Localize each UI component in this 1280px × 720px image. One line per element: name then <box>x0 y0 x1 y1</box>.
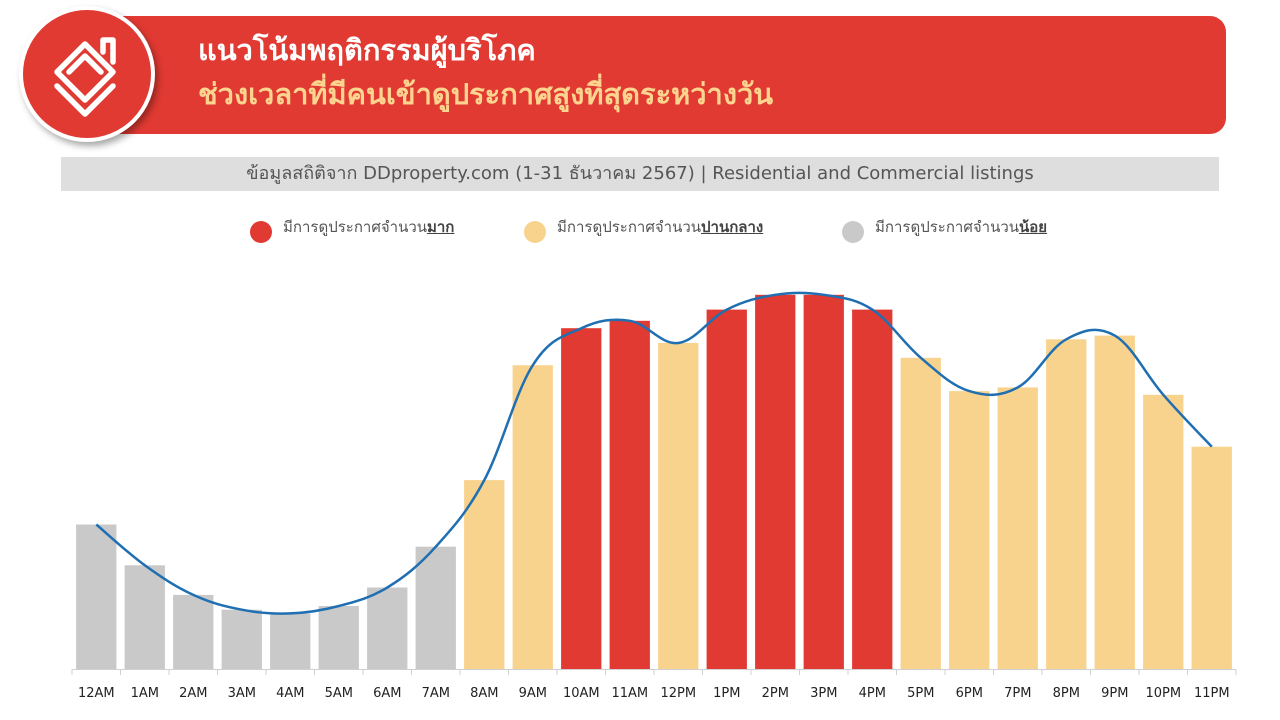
bar-7AM <box>415 546 456 669</box>
bar-12AM <box>76 524 117 669</box>
legend-label-emphasis: น้อย <box>1019 218 1048 236</box>
bar-10AM <box>561 328 602 669</box>
x-tick-label: 6AM <box>373 686 401 701</box>
header-banner <box>90 16 1226 134</box>
bar-1PM <box>706 309 747 669</box>
x-tick-label: 5PM <box>907 686 934 701</box>
x-tick-label: 12AM <box>78 686 115 701</box>
x-tick-label: 9AM <box>519 686 547 701</box>
x-tick-label: 4PM <box>859 686 886 701</box>
x-tick-label: 11AM <box>611 686 648 701</box>
x-tick-label: 6PM <box>956 686 983 701</box>
bar-10PM <box>1143 394 1184 669</box>
legend-label-prefix: มีการดูประกาศจำนวน <box>283 218 427 236</box>
bar-4AM <box>270 613 311 669</box>
x-tick-label: 8PM <box>1053 686 1080 701</box>
bar-7PM <box>997 387 1038 669</box>
page-title-highlight: ช่วงเวลาที่มีคนเข้าดูประกาศสูงที่สุดระหว… <box>198 77 774 111</box>
bar-2PM <box>755 294 796 669</box>
ddproperty-house-logo-icon <box>54 37 116 117</box>
page-title: แนวโน้มพฤติกรรมผู้บริโภค <box>198 33 536 67</box>
bar-6PM <box>949 391 990 669</box>
bar-2AM <box>173 594 214 669</box>
bar-8PM <box>1046 339 1087 669</box>
bar-3PM <box>803 294 844 669</box>
x-tick-label: 3PM <box>810 686 837 701</box>
x-tick-label: 7AM <box>422 686 450 701</box>
x-tick-label: 1PM <box>713 686 740 701</box>
trend-line <box>95 291 1213 615</box>
x-tick-label: 2AM <box>179 686 207 701</box>
bar-11PM <box>1191 446 1232 669</box>
x-tick-label: 3AM <box>228 686 256 701</box>
x-tick-label: 10PM <box>1145 686 1181 701</box>
bar-11AM <box>609 320 650 669</box>
bar-9PM <box>1094 335 1135 669</box>
bar-12PM <box>658 343 699 669</box>
bar-9AM <box>512 365 553 669</box>
x-tick-label: 11PM <box>1194 686 1230 701</box>
legend-swatch-medium <box>524 221 546 243</box>
bar-4PM <box>852 309 893 669</box>
x-tick-label: 7PM <box>1004 686 1031 701</box>
data-source-note: ข้อมูลสถิติจาก DDproperty.com (1-31 ธันว… <box>61 157 1219 191</box>
bar-5AM <box>318 606 359 669</box>
x-tick-label: 8AM <box>470 686 498 701</box>
legend-label-prefix: มีการดูประกาศจำนวน <box>557 218 701 236</box>
bar-1AM <box>124 565 165 669</box>
x-tick-label: 12PM <box>660 686 696 701</box>
x-tick-label: 10AM <box>563 686 600 701</box>
bar-6AM <box>367 587 408 669</box>
x-tick-label: 4AM <box>276 686 304 701</box>
x-tick-label: 2PM <box>762 686 789 701</box>
bar-5PM <box>900 357 941 669</box>
x-tick-label: 1AM <box>131 686 159 701</box>
bar-8AM <box>464 480 505 669</box>
bar-3AM <box>221 609 262 669</box>
legend-label-emphasis: มาก <box>427 218 455 236</box>
x-tick-label: 9PM <box>1101 686 1128 701</box>
legend-label-prefix: มีการดูประกาศจำนวน <box>875 218 1019 236</box>
legend-swatch-low <box>842 221 864 243</box>
legend-label-emphasis: ปานกลาง <box>701 218 764 236</box>
legend-swatch-high <box>250 221 272 243</box>
x-tick-label: 5AM <box>325 686 353 701</box>
logo-badge <box>19 6 155 142</box>
